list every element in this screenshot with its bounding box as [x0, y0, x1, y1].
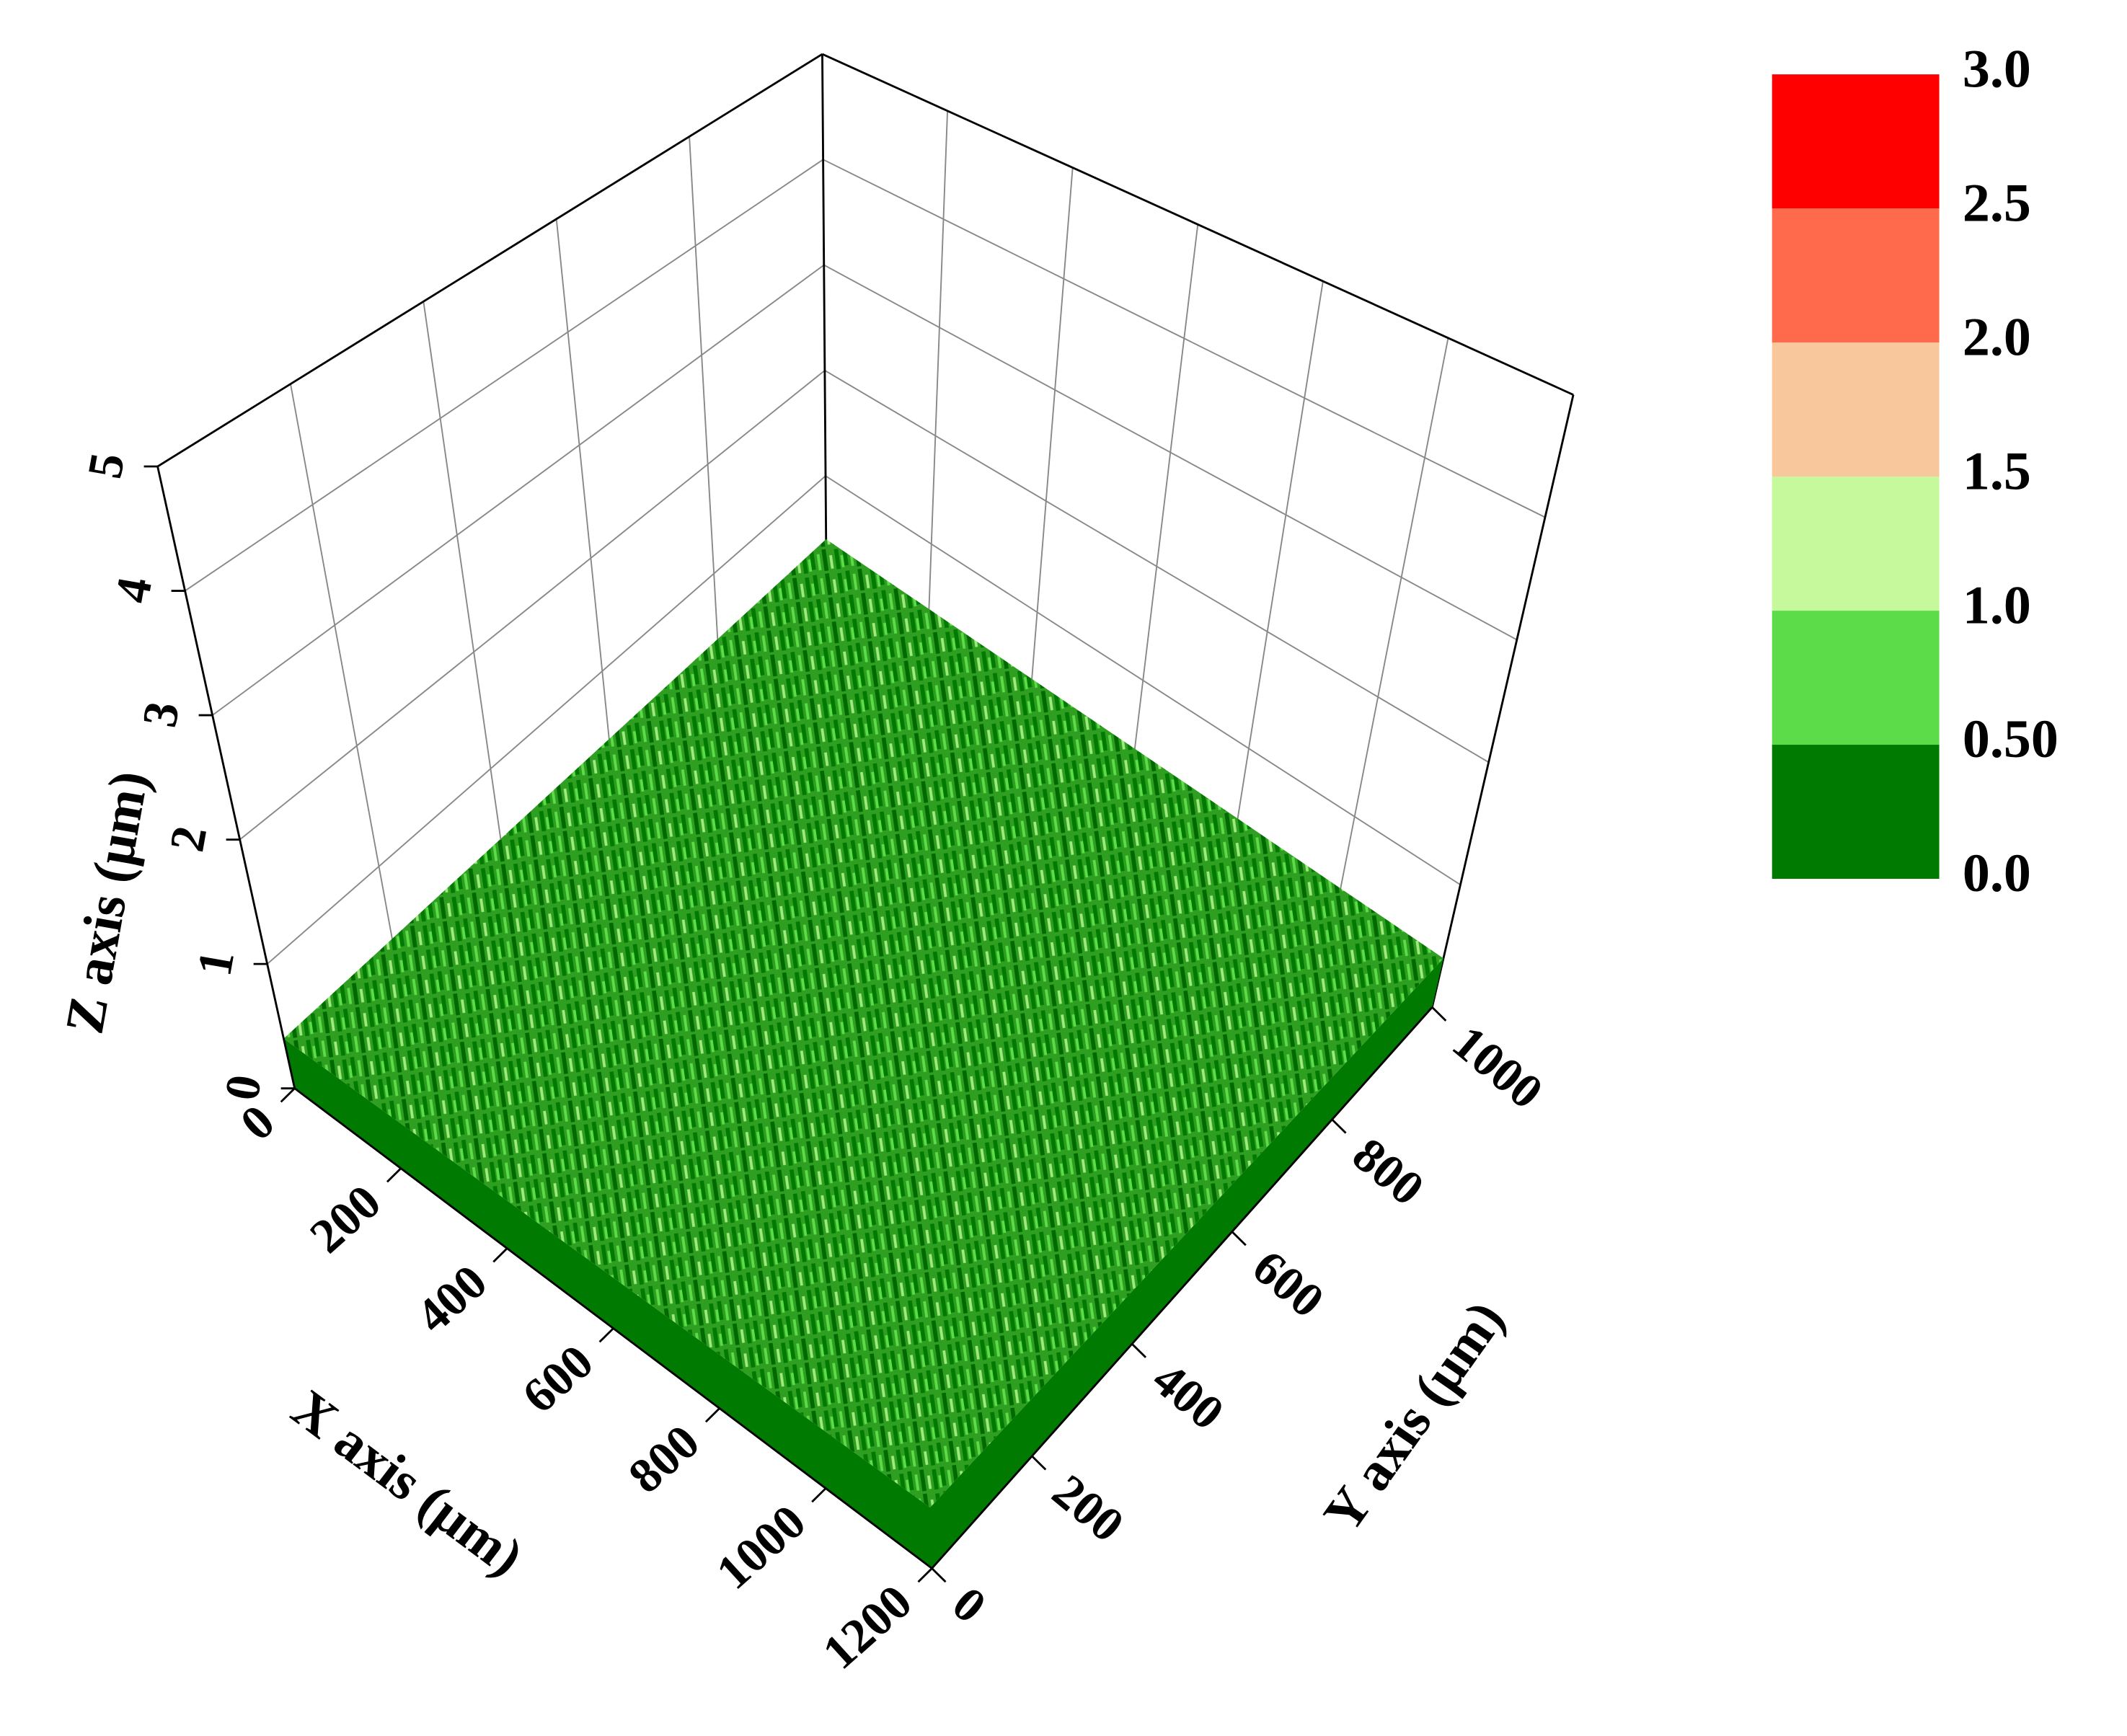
z-tick-label: 2 [159, 822, 217, 855]
colorbar-band [1772, 477, 1940, 611]
grid-line [927, 110, 949, 652]
x-axis-title: X axis (μm) [281, 1378, 534, 1587]
y-axis-title: Y axis (μm) [1312, 1290, 1516, 1542]
x-tick-label: 800 [618, 1414, 709, 1503]
y-tick [1031, 1455, 1047, 1471]
x-tick [492, 1247, 508, 1263]
z-tick-label: 3 [131, 698, 190, 731]
grid-line [239, 370, 826, 841]
x-tick [704, 1407, 720, 1423]
z-axis [156, 466, 296, 1089]
z-axis-title: Z axis (μm) [54, 766, 160, 1037]
surface [283, 539, 1443, 1569]
y-tick-label: 600 [1242, 1239, 1335, 1328]
box-edge [156, 53, 823, 468]
y-tick [1331, 1118, 1347, 1134]
z-tick-label: 4 [104, 573, 162, 606]
surface-top [283, 539, 1443, 1507]
z-tick-label: 1 [186, 947, 244, 980]
y-tick [1231, 1231, 1247, 1246]
x-tick-label: 200 [299, 1174, 391, 1263]
colorbar-label: 1.0 [1963, 576, 2031, 635]
x-tick [811, 1487, 827, 1503]
x-tick [917, 1567, 933, 1583]
grid-line [212, 264, 825, 716]
grid-line [1128, 224, 1199, 794]
y-tick [931, 1567, 947, 1583]
y-tick-label: 800 [1343, 1127, 1435, 1215]
z-tick-label: 5 [76, 449, 135, 482]
grid-line [1027, 167, 1074, 724]
grid-line [1229, 280, 1324, 866]
colorbar-label: 0.50 [1963, 710, 2059, 769]
colorbar-label: 2.5 [1963, 174, 2031, 233]
grid-line [185, 159, 824, 592]
colorbar-label: 3.0 [1963, 40, 2031, 99]
box-edge [821, 53, 1574, 396]
x-tick [386, 1167, 402, 1183]
box-edge [1430, 394, 1575, 1008]
y-tick-label: 1000 [1443, 1015, 1554, 1120]
y-axis [931, 1006, 1433, 1569]
colorbar-band [1772, 745, 1940, 880]
y-tick [1431, 1006, 1447, 1022]
grid-line [1330, 337, 1449, 936]
x-tick-label: 1000 [706, 1494, 816, 1599]
colorbar-band [1772, 208, 1940, 343]
y-tick-label: 400 [1142, 1352, 1234, 1440]
colorbar-band [1772, 611, 1940, 745]
colorbar-label: 2.0 [1963, 308, 2031, 367]
colorbar-label: 0.0 [1963, 844, 2031, 903]
z-tick-label: 0 [213, 1071, 272, 1104]
x-tick-label: 1200 [812, 1574, 922, 1679]
grid-line [555, 218, 615, 784]
colorbar-label: 1.5 [1963, 442, 2031, 501]
grid-line [689, 136, 721, 683]
colorbar-band [1772, 74, 1940, 209]
x-tick-label: 600 [512, 1334, 603, 1423]
x-tick [280, 1087, 296, 1103]
grid-line [267, 475, 826, 965]
y-tick-label: 0 [942, 1576, 996, 1634]
y-tick [1131, 1343, 1147, 1358]
box-edge [821, 54, 828, 582]
x-tick-label: 400 [405, 1254, 497, 1343]
colorbar: 0.0 0.50 1.0 1.5 2.0 2.5 3.0 [1772, 40, 2059, 903]
x-tick [598, 1327, 614, 1343]
colorbar-band [1772, 342, 1940, 477]
grid-line [290, 384, 402, 988]
y-tick-label: 200 [1043, 1463, 1135, 1552]
grid-line [423, 301, 508, 886]
